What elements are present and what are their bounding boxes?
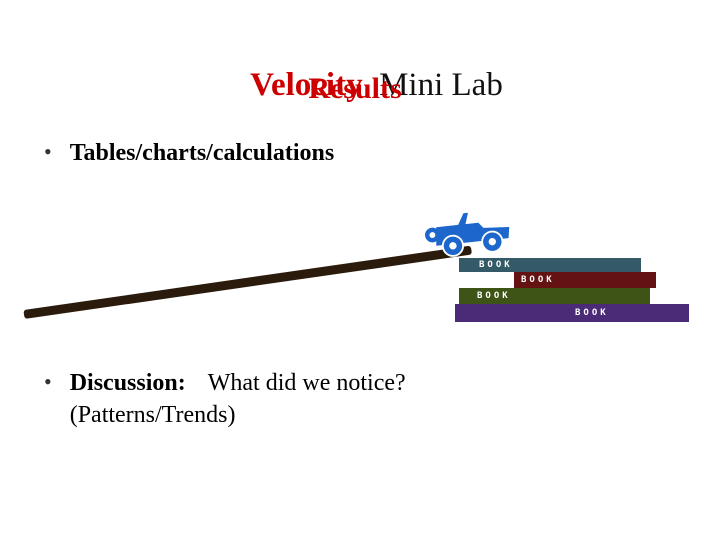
discussion-lead: Discussion: (69, 370, 186, 396)
slide-title: Velocity Mini Lab (0, 26, 720, 145)
book-label: BOOK (479, 260, 513, 270)
title-rest: Mini Lab (362, 66, 503, 103)
book-label: BOOK (521, 275, 555, 285)
bullet-dot: • (44, 369, 52, 394)
toy-jeep-icon (425, 212, 510, 257)
book-label: BOOK (477, 291, 511, 301)
bullet-discussion: • Discussion: What did we notice? (Patter… (44, 368, 406, 431)
bullet-dot: • (44, 139, 52, 164)
discussion-question: What did we notice? (207, 370, 406, 396)
book-top: BOOK (459, 258, 641, 272)
bullet-tables-charts: • Tables/charts/calculations (44, 138, 334, 169)
book-third: BOOK (459, 288, 650, 304)
discussion-line2: (Patterns/Trends) (69, 401, 236, 428)
book-second: BOOK (514, 272, 656, 288)
title-word-velocity: Velocity (250, 66, 363, 103)
discussion-line1: Discussion: What did we notice? (70, 368, 406, 400)
ramp (23, 245, 473, 319)
book-bottom: BOOK (455, 304, 689, 322)
slide-subtitle: Results (308, 72, 402, 105)
bullet-tables-text: Tables/charts/calculations (69, 140, 335, 166)
book-label: BOOK (575, 308, 609, 318)
